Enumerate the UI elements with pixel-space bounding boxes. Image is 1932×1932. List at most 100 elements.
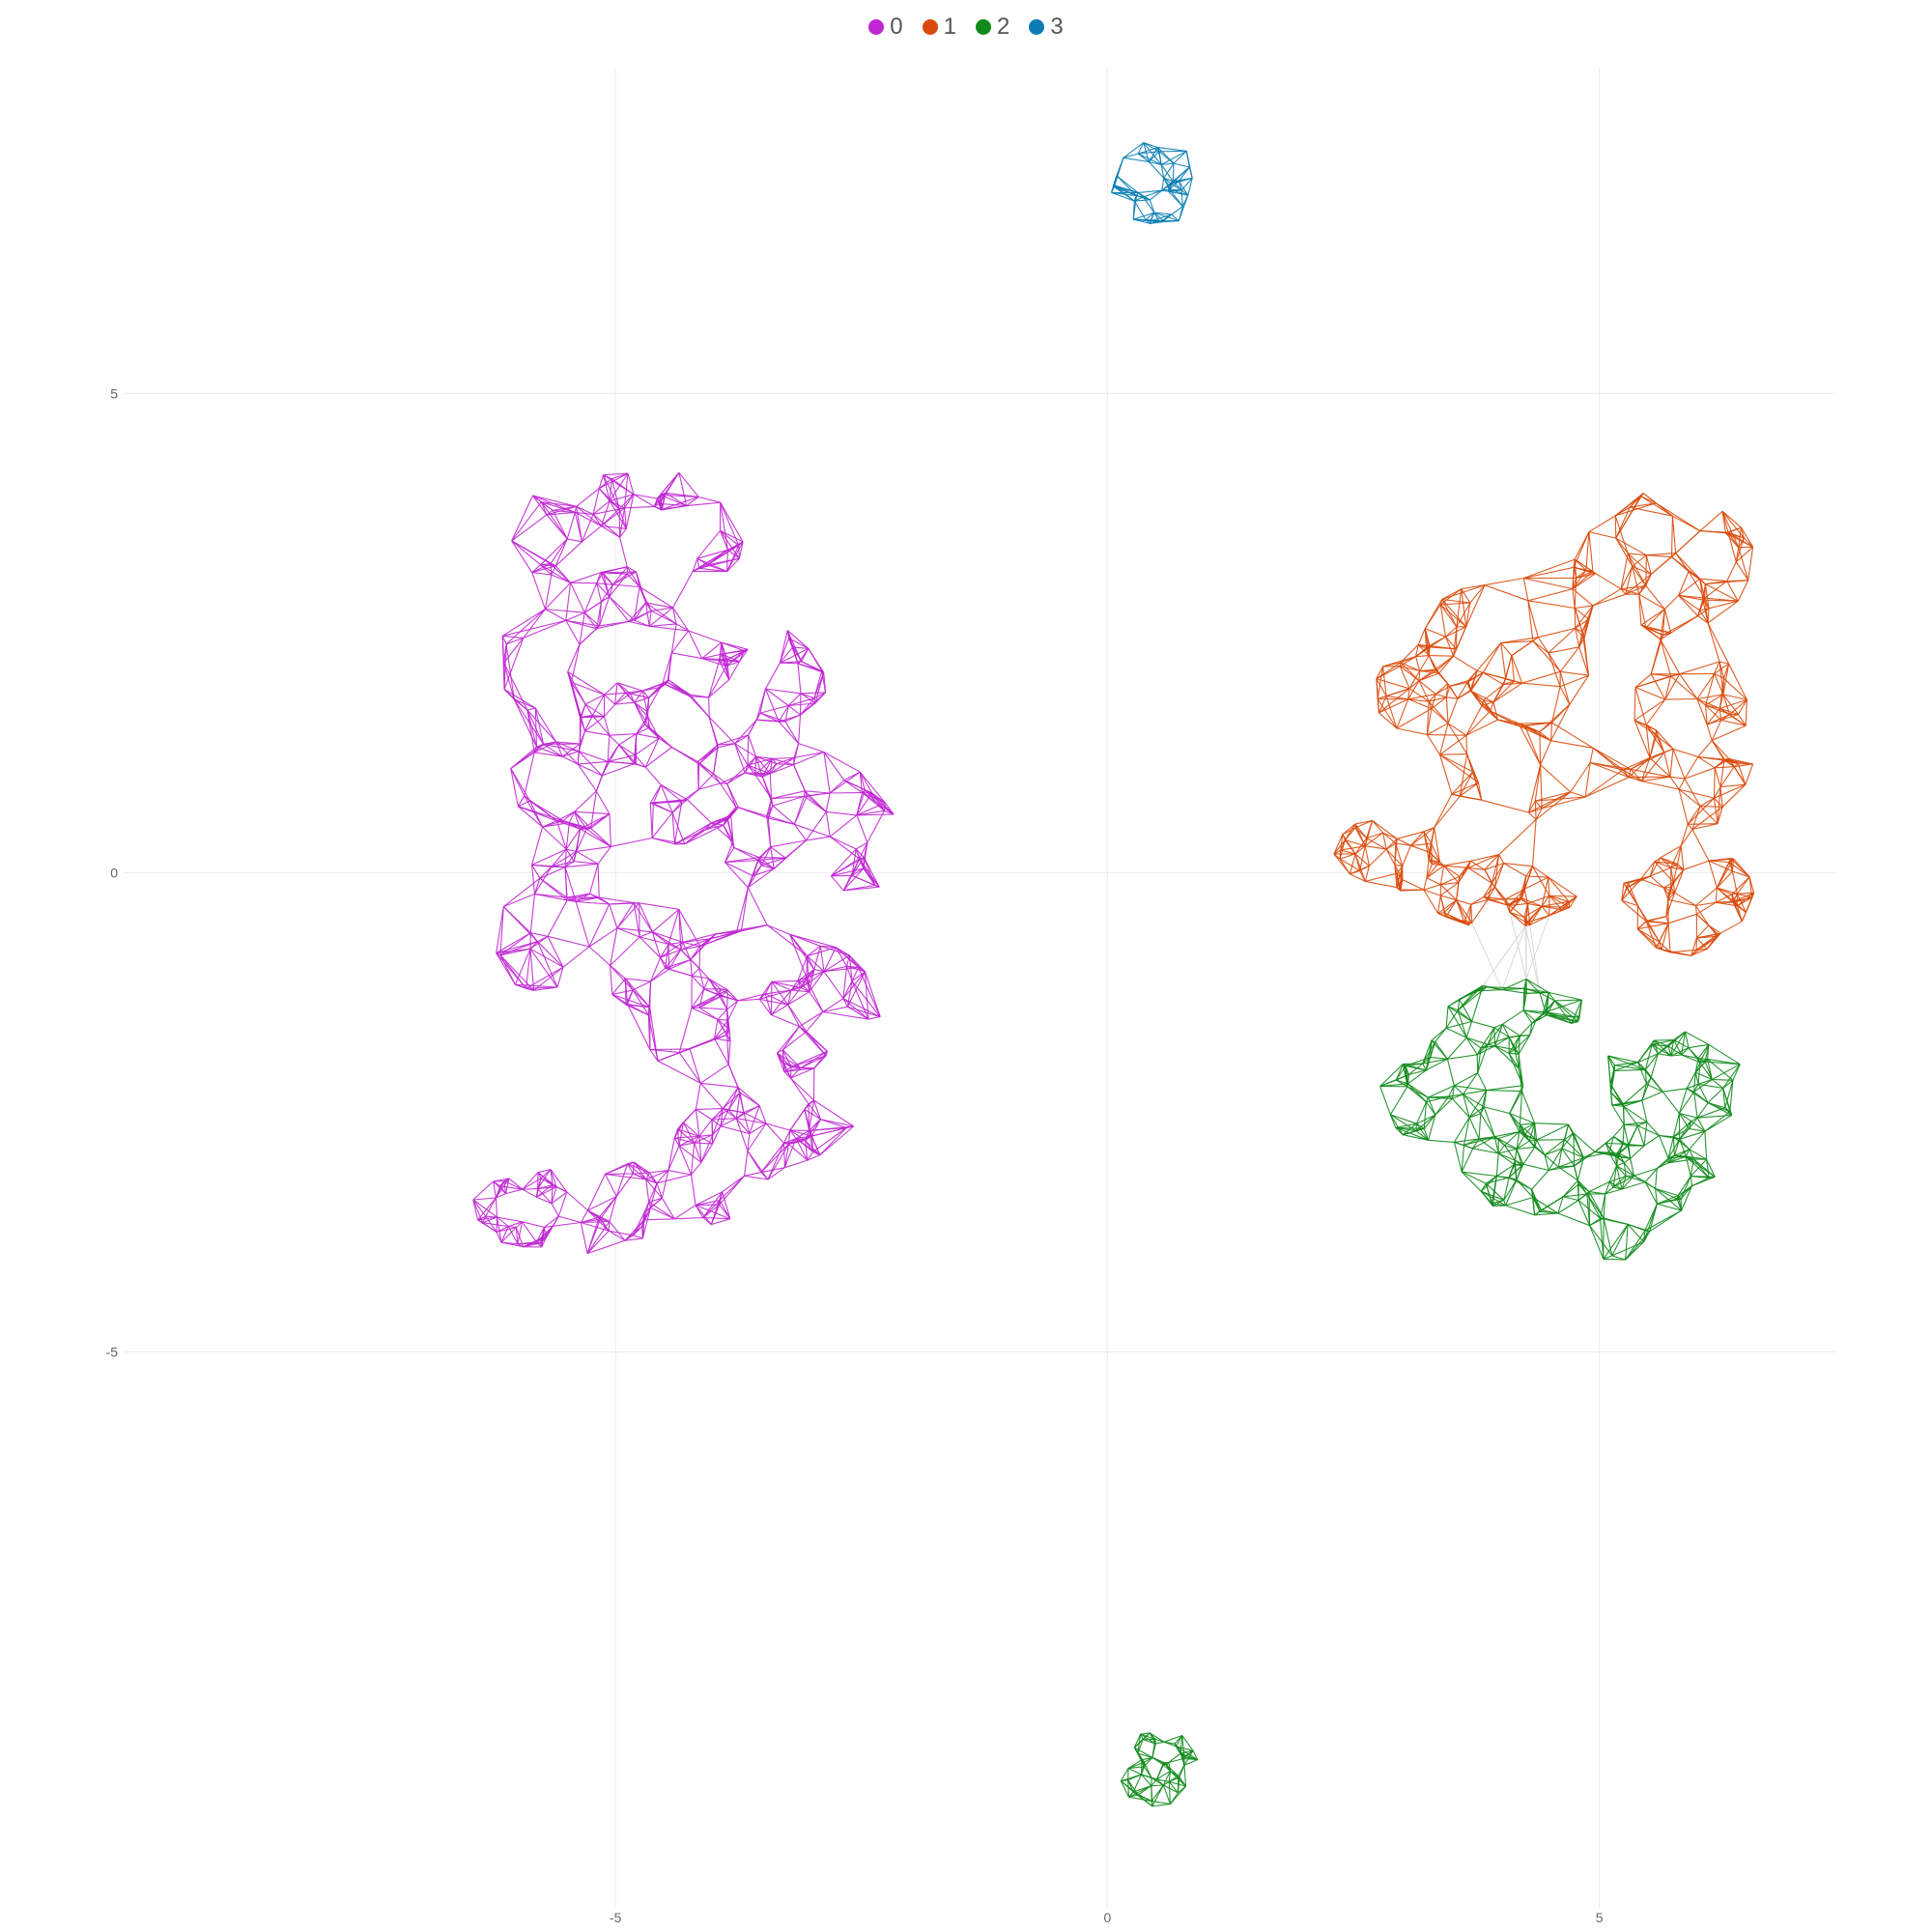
edge-series-0: [790, 977, 808, 991]
edge-series-2: [1650, 1053, 1659, 1078]
edge-series-0: [736, 1118, 767, 1124]
edge-series-0: [565, 620, 581, 645]
edge-series-0: [566, 848, 577, 852]
edge-series-0: [757, 860, 762, 867]
edge-series-1: [1708, 858, 1734, 862]
legend-item-0[interactable]: 0: [868, 14, 903, 41]
edge-series-0: [526, 707, 536, 711]
edge-series-1: [1537, 637, 1549, 654]
edge-series-0: [576, 505, 602, 526]
edge-series-0: [639, 902, 679, 910]
edge-series-1: [1640, 757, 1651, 781]
legend-item-1[interactable]: 1: [922, 14, 956, 41]
edge-series-0: [770, 846, 786, 859]
edge-series-2: [1162, 1784, 1171, 1804]
edge-series-1: [1684, 756, 1699, 780]
grid: [124, 68, 1835, 1908]
edge-series-0: [596, 582, 613, 585]
edge-series-1: [1418, 669, 1437, 682]
edge-series-0: [724, 862, 749, 889]
edge-series-0: [720, 1125, 750, 1135]
edge-series-2: [1707, 1088, 1724, 1103]
edge-series-0: [682, 938, 711, 943]
edge-series-0: [551, 848, 567, 867]
edge-series-0: [649, 784, 662, 804]
edge-series-1: [1717, 807, 1723, 824]
edge-series-1: [1638, 593, 1665, 611]
edge-series-0: [863, 857, 876, 886]
edge-series-1: [1402, 845, 1412, 867]
edge-series-1: [1680, 824, 1689, 846]
edge-series-0: [739, 1092, 760, 1107]
edge-series-1: [1396, 708, 1433, 729]
edge-series-2: [1457, 999, 1461, 1010]
edge-series-1: [1340, 845, 1366, 851]
edge-series-2: [1690, 1158, 1708, 1177]
edge-series-2: [1168, 1771, 1172, 1782]
edge-series-1: [1578, 646, 1590, 676]
edge-series-3: [1146, 218, 1164, 222]
edge-series-1: [1649, 861, 1656, 877]
edge-series-0: [846, 965, 866, 973]
edge-series-1: [1509, 904, 1525, 918]
edge-series-1: [1699, 608, 1710, 611]
edge-series-0: [648, 611, 652, 627]
edge-series-0: [636, 726, 650, 735]
edge-series-1: [1342, 834, 1356, 855]
edge-series-0: [793, 751, 825, 759]
edge-series-1: [1578, 638, 1585, 648]
edge-series-1: [1438, 655, 1455, 674]
edge-series-0: [581, 1221, 610, 1232]
edge-series-1: [1731, 859, 1735, 872]
edge-series-1: [1529, 915, 1550, 925]
edge-series-0: [698, 1135, 713, 1145]
edge-series-2: [1494, 1037, 1510, 1047]
edge-series-1: [1745, 699, 1747, 726]
edge-series-1: [1678, 594, 1701, 611]
edge-series-0: [674, 822, 712, 845]
edge-series-0: [737, 993, 766, 1002]
edge-series-1: [1651, 673, 1671, 677]
edge-series-0: [624, 505, 655, 509]
edge-series-3: [1134, 199, 1151, 202]
edge-series-2: [1615, 1155, 1631, 1159]
edge-series-0: [564, 867, 577, 902]
legend-item-3[interactable]: 3: [1029, 14, 1064, 41]
edge-series-0: [550, 563, 553, 576]
edge-series-2: [1478, 1138, 1499, 1154]
edge-series-1: [1385, 838, 1398, 850]
edge-series-1: [1574, 608, 1577, 629]
edge-series-1: [1522, 578, 1529, 601]
legend-item-2[interactable]: 2: [976, 14, 1009, 41]
edge-series-1: [1720, 719, 1747, 726]
edge-series-1: [1646, 554, 1672, 558]
edge-series-0: [695, 1205, 712, 1225]
edge-series-2: [1178, 1765, 1185, 1776]
edge-series-1: [1551, 722, 1594, 749]
edge-series-0: [823, 752, 845, 781]
edge-series-1: [1467, 854, 1499, 868]
edge-series-1: [1528, 800, 1536, 813]
edge-series-0: [804, 790, 827, 812]
edge-series-2: [1516, 1179, 1534, 1198]
edge-series-0: [624, 1219, 645, 1241]
edge-series-0: [851, 971, 866, 982]
edge-series-1: [1638, 585, 1647, 595]
edge-series-1: [1539, 703, 1571, 733]
edge-series-1: [1447, 698, 1459, 724]
edge-series-0: [536, 1225, 554, 1243]
edge-series-0: [762, 773, 771, 778]
edge-series-0: [603, 571, 637, 574]
edge-series-2: [1426, 1101, 1436, 1116]
edge-series-0: [692, 975, 709, 980]
bridge-edges: [1471, 912, 1550, 994]
edge-series-0: [756, 719, 780, 723]
edge-series-2: [1140, 1732, 1151, 1735]
edge-series-0: [722, 1087, 739, 1109]
edge-series-0: [720, 988, 739, 1002]
edge-series-0: [639, 586, 652, 611]
edge-series-3: [1143, 142, 1162, 165]
edge-series-1: [1719, 678, 1725, 709]
edge-series-2: [1704, 1044, 1710, 1063]
edge-series-1: [1428, 646, 1431, 656]
